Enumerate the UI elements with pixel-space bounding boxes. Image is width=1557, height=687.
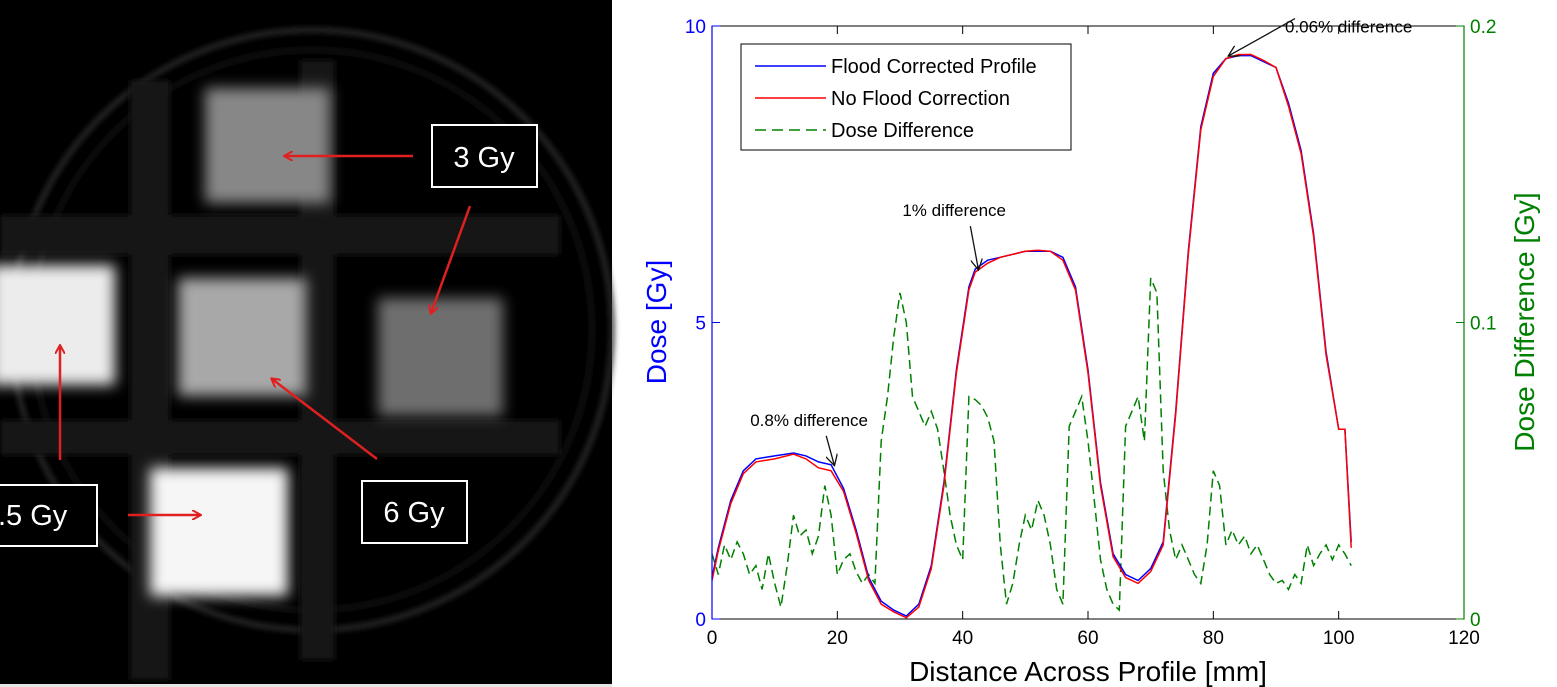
square-left <box>0 265 115 385</box>
legend-box <box>740 43 1072 151</box>
square-bottom <box>150 468 288 596</box>
y-left-tick-label: 5 <box>695 314 706 335</box>
x-tick-label: 120 <box>1448 628 1480 649</box>
legend-label-no-flood: No Flood Correction <box>831 88 1010 110</box>
x-tick-label: 20 <box>827 628 848 649</box>
legend-label-flood-corrected: Flood Corrected Profile <box>831 56 1037 78</box>
square-right <box>378 298 503 416</box>
series-no-flood-correction <box>711 53 1352 619</box>
y-right-tick-label: 0.1 <box>1470 314 1496 335</box>
square-6gy <box>178 278 306 396</box>
y-axis-left-title: Dose [Gy] <box>641 260 672 384</box>
film-bottom-border <box>0 684 612 687</box>
label-box-6gy: 6 Gy <box>361 480 468 544</box>
label-box-3gy: 3 Gy <box>431 124 538 188</box>
film-squares <box>0 88 503 596</box>
annotation-arrow <box>1229 18 1296 56</box>
x-axis-title: Distance Across Profile [mm] <box>909 656 1267 687</box>
annotations-layer: 0.8% difference 1% difference 0.06% differ… <box>750 18 1412 465</box>
annotation-label: 1% difference <box>902 201 1006 220</box>
x-tick-label: 0 <box>707 628 718 649</box>
y-left-tick-label: 0 <box>695 610 706 631</box>
y-right-tick-label: 0 <box>1470 610 1481 631</box>
annotation-arrow <box>825 435 834 465</box>
legend-label-dose-difference: Dose Difference <box>831 120 974 142</box>
x-tick-label: 40 <box>952 628 973 649</box>
y-right-tick-label: 0.2 <box>1470 17 1496 38</box>
annotation-arrow <box>969 225 978 269</box>
arrow-3gy-right <box>431 205 472 313</box>
label-15gy: .5 Gy <box>0 500 68 532</box>
y-axis-right-title: Dose Difference [Gy] <box>1509 192 1540 451</box>
annotation-label: 0.06% difference <box>1285 18 1412 37</box>
y-left-tick-label: 10 <box>685 17 706 38</box>
legend: Flood Corrected Profile No Flood Correct… <box>740 43 1072 151</box>
label-6gy: 6 Gy <box>383 497 445 529</box>
x-tick-label: 60 <box>1077 628 1098 649</box>
label-box-15gy: .5 Gy <box>0 484 98 547</box>
x-tick-label: 80 <box>1203 628 1224 649</box>
film-image: 3 Gy 6 Gy .5 Gy <box>0 0 615 687</box>
square-3gy <box>205 88 330 203</box>
series-dose-difference <box>711 277 1352 612</box>
annotation-label: 0.8% difference <box>750 411 868 430</box>
label-3gy: 3 Gy <box>453 142 515 174</box>
arrow-6gy <box>272 379 378 460</box>
x-tick-label: 100 <box>1323 628 1355 649</box>
